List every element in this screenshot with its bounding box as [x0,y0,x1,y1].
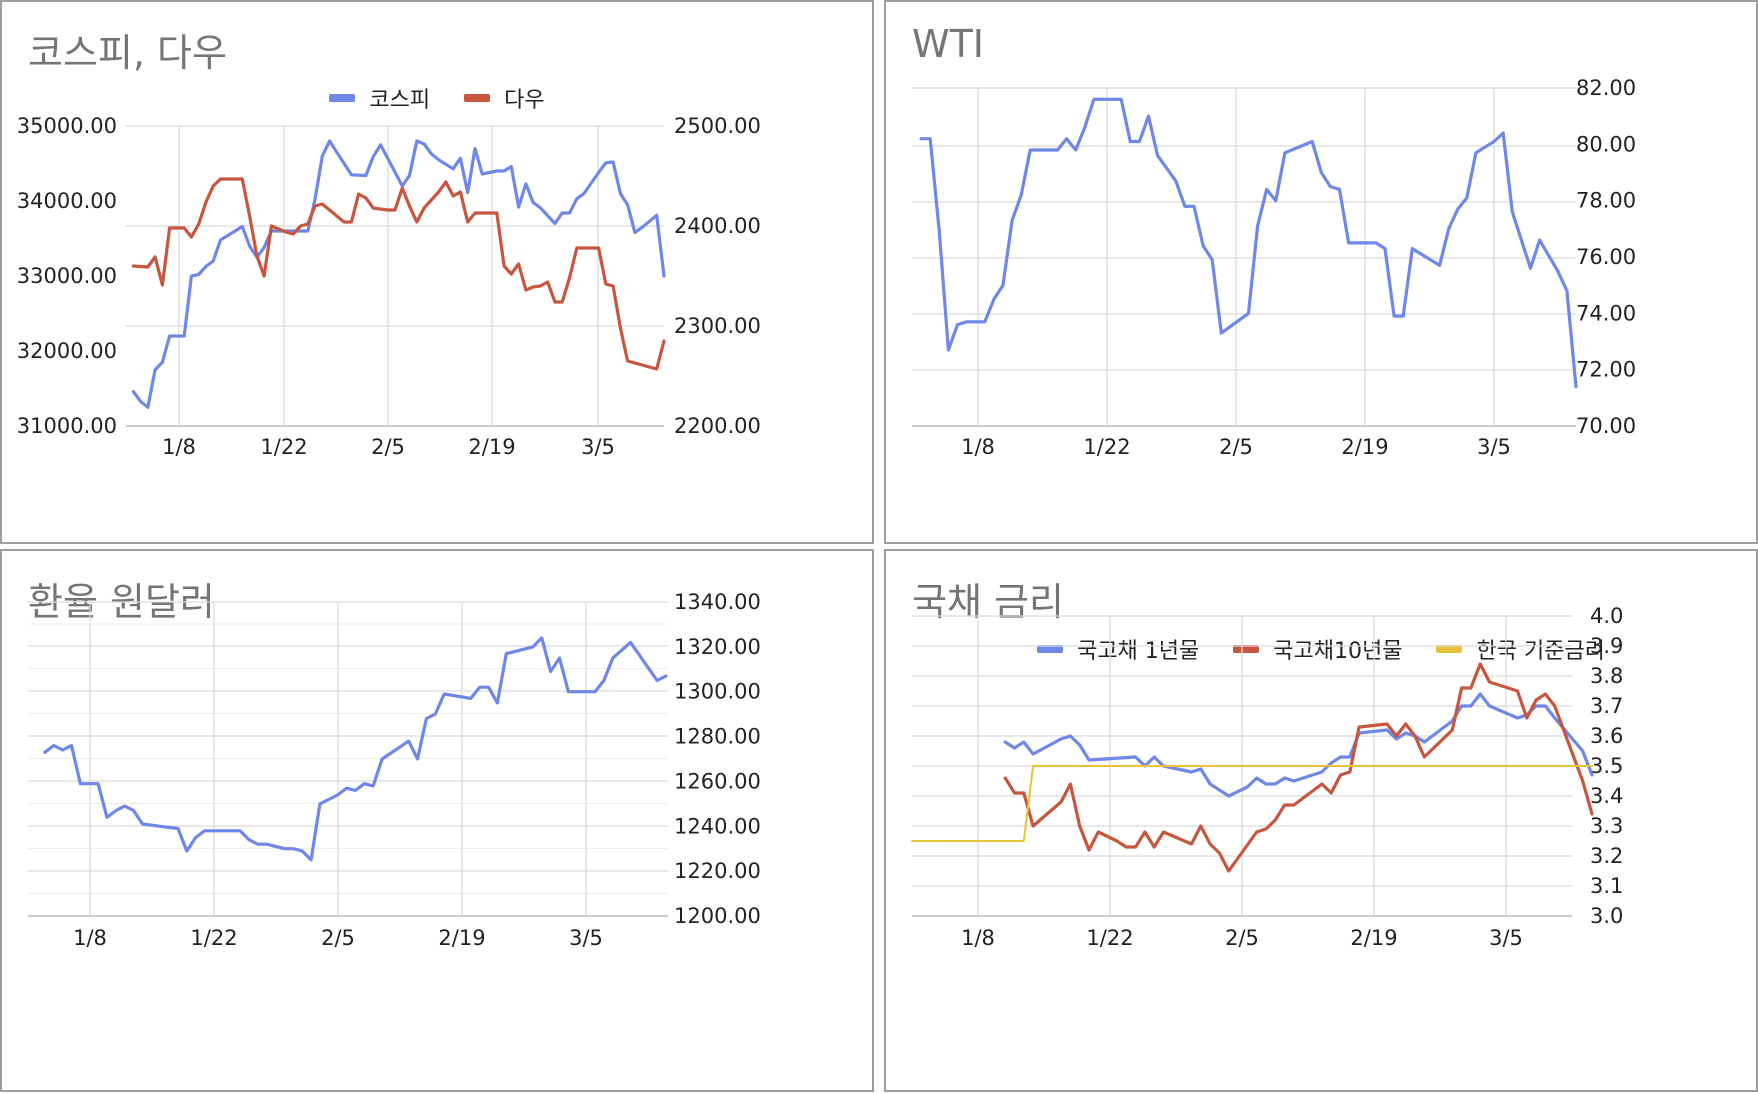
x-tick-label: 3/5 [1477,435,1511,459]
y-tick-label-right: 1320.00 [674,635,761,659]
legend-item[interactable]: 국고채10년물 [1233,633,1402,665]
y-tick-label-right: 80.00 [1576,132,1636,156]
y-tick-label-right: 76.00 [1576,245,1636,269]
x-tick-label: 1/8 [961,926,995,950]
x-tick-label: 2/19 [438,926,485,950]
legend-swatch [464,94,491,102]
series-line-1 [131,139,666,409]
y-tick-label-right: 2300.00 [674,314,761,338]
legend-label: 다우 [504,88,545,113]
bond-rate-chart: 1/8 1/22 2/5 2/19 3/5 3.0 3.1 3.2 3.3 3.4 3.5 3.6 3.… [911,604,1623,950]
x-tick-label: 2/5 [371,435,405,459]
x-tick-label: 1/8 [961,435,995,459]
y-tick-label-right: 1300.00 [674,680,761,704]
y-tick-label-left: 32000.00 [17,339,117,363]
series-line-3 [911,765,1593,842]
kospi-dow-chart: 1/8 1/22 2/5 2/19 3/5 2200.00 2300.00 2400.00 25… [17,114,761,459]
chart-title: WTI [912,22,984,66]
legend-item[interactable]: 코스피 [329,82,430,114]
chart-title: 코스피, 다우 [28,31,227,75]
y-tick-label-right: 82.00 [1576,76,1636,100]
legend-label: 한국 기준금리 [1476,639,1605,664]
y-tick-label-right: 2200.00 [674,414,761,438]
legend-swatch [1233,645,1260,653]
series-line-1 [1003,692,1594,798]
chart-legend: 국고채 1년물 국고채10년물 한국 기준금리 [886,633,1756,665]
y-tick-label-left: 35000.00 [17,114,117,138]
y-tick-label-right: 1340.00 [674,590,761,614]
exchange-rate-chart: 1/8 1/22 2/5 2/19 3/5 1200.00 1220.00 1240.00 12… [28,590,761,950]
y-tick-label-right: 72.00 [1576,358,1636,382]
bond-rate-panel: 국채 금리 국고채 1년물 국고채10년물 한국 기준금리 1/8 1/22 2/5… [884,549,1758,1092]
legend-item[interactable]: 한국 기준금리 [1436,633,1605,665]
x-tick-label: 1/22 [1083,435,1130,459]
y-tick-label-right: 3.8 [1590,664,1623,688]
legend-label: 국고채 1년물 [1077,639,1200,664]
y-tick-label-right: 1200.00 [674,904,761,928]
y-tick-label-right: 1280.00 [674,725,761,749]
kospi-dow-panel: 코스피, 다우 코스피 다우 1/8 1/22 2/5 2/19 3/5 2200.00 2… [0,0,874,544]
x-tick-label: 2/19 [1341,435,1388,459]
y-tick-label-right: 3.2 [1590,844,1623,868]
y-tick-label-right: 2400.00 [674,214,761,238]
y-tick-label-left: 33000.00 [17,264,117,288]
y-tick-label-right: 70.00 [1576,414,1636,438]
x-tick-label: 2/5 [1225,926,1259,950]
x-tick-label: 1/22 [1086,926,1133,950]
y-tick-label-right: 3.0 [1590,904,1623,928]
legend-item[interactable]: 국고채 1년물 [1037,633,1199,665]
x-tick-label: 2/19 [468,435,515,459]
exchange-rate-panel: 환율 원달러 1/8 1/22 2/5 2/19 3/5 1200.00 1220.00 12… [0,549,874,1092]
series-line-2 [1003,662,1594,873]
y-tick-label-right: 4.0 [1590,604,1623,628]
legend-swatch [1436,645,1463,653]
x-tick-label: 1/8 [73,926,107,950]
wti-chart: 1/8 1/22 2/5 2/19 3/5 70.00 72.00 74.00 76.00 78.… [912,76,1636,459]
y-tick-label-right: 3.5 [1590,754,1623,778]
y-tick-label-right: 3.1 [1590,874,1623,898]
y-tick-label-right: 3.6 [1590,724,1623,748]
x-tick-label: 3/5 [569,926,603,950]
chart-legend: 코스피 다우 [2,82,872,114]
x-tick-label: 3/5 [581,435,615,459]
chart-title: 국채 금리 [912,580,1064,624]
y-tick-label-right: 3.9 [1590,634,1623,658]
y-tick-label-right: 78.00 [1576,189,1636,213]
x-tick-label: 2/5 [321,926,355,950]
legend-swatch [329,94,356,102]
y-tick-label-left: 31000.00 [17,414,117,438]
y-tick-label-right: 74.00 [1576,301,1636,325]
x-tick-label: 2/5 [1219,435,1253,459]
legend-label: 국고채10년물 [1273,639,1403,664]
y-tick-label-left: 34000.00 [17,189,117,213]
y-tick-label-right: 1260.00 [674,769,761,793]
legend-swatch [1037,645,1064,653]
y-tick-label-right: 1240.00 [674,814,761,838]
x-tick-label: 2/19 [1350,926,1397,950]
wti-panel: WTI 1/8 1/22 2/5 2/19 3/5 70.00 72.00 74.00 76.0… [884,0,1758,544]
legend-item[interactable]: 다우 [464,82,545,114]
series-line-2 [131,177,666,371]
legend-label: 코스피 [369,88,431,113]
x-tick-label: 1/22 [260,435,307,459]
series-line-1 [919,97,1578,389]
y-tick-label-right: 2500.00 [674,114,761,138]
x-tick-label: 3/5 [1489,926,1523,950]
y-tick-label-right: 1220.00 [674,859,761,883]
series-line-1 [43,636,668,862]
y-tick-label-right: 3.7 [1590,694,1623,718]
y-tick-label-right: 3.3 [1590,814,1623,838]
x-tick-label: 1/8 [162,435,196,459]
x-tick-label: 1/22 [190,926,237,950]
y-tick-label-right: 3.4 [1590,784,1623,808]
